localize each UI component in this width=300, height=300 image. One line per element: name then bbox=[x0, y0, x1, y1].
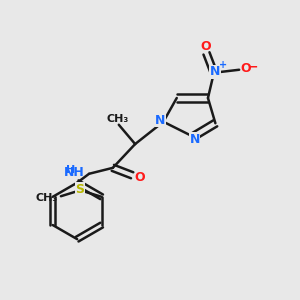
Text: N: N bbox=[210, 65, 220, 78]
Text: CH₃: CH₃ bbox=[36, 193, 58, 203]
Text: −: − bbox=[248, 60, 259, 73]
Text: N: N bbox=[189, 133, 200, 146]
Text: O: O bbox=[201, 40, 211, 53]
Text: O: O bbox=[240, 62, 251, 75]
Text: CH₃: CH₃ bbox=[106, 114, 128, 124]
Text: +: + bbox=[219, 60, 227, 70]
Text: N: N bbox=[155, 114, 166, 127]
Text: NH: NH bbox=[64, 166, 85, 179]
Text: H: H bbox=[66, 165, 75, 175]
Text: O: O bbox=[134, 171, 145, 184]
Text: S: S bbox=[75, 183, 84, 196]
